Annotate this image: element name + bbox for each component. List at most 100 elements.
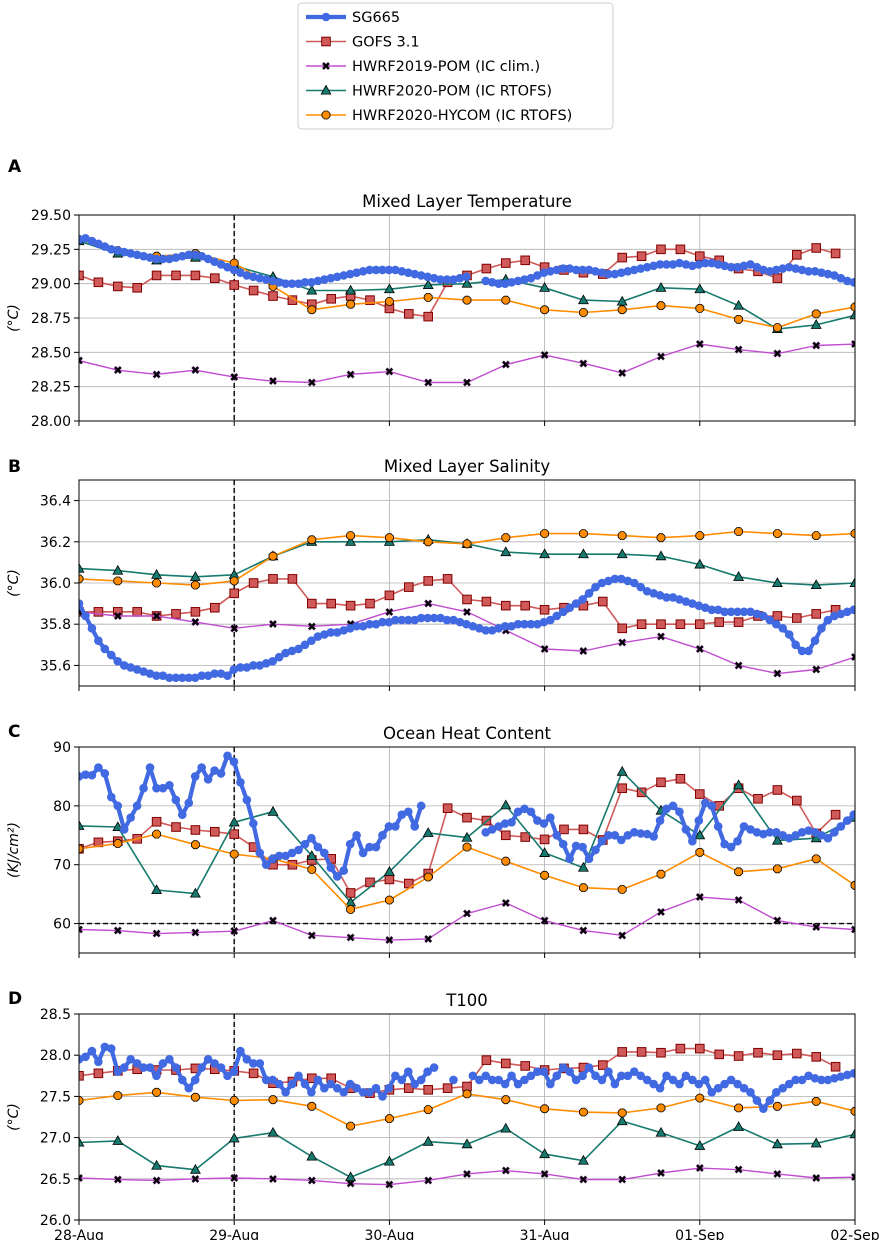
data-point-h19: ✖ (191, 1173, 200, 1186)
data-point-sg (533, 619, 542, 629)
data-point-h19: ✖ (501, 897, 510, 910)
data-point-h19: ✖ (191, 364, 200, 377)
data-point-h19: ✖ (385, 366, 394, 379)
plot-frame (78, 746, 856, 954)
data-point-sg (875, 251, 884, 260)
data-point-sg (410, 615, 420, 625)
data-point-sg (287, 279, 297, 288)
legend-label-h20h: HWRF2020-HYCOM (IC RTOFS) (352, 108, 572, 124)
data-point-h19: ✖ (695, 1162, 704, 1175)
data-point-h20p (189, 887, 201, 898)
data-point-sg (520, 804, 529, 814)
data-point-gofs (93, 1068, 104, 1079)
data-point-gofs (520, 832, 531, 842)
series-h20h (79, 527, 855, 590)
data-point-sg (700, 1075, 710, 1085)
panel-title: Mixed Layer Salinity (384, 457, 550, 476)
data-point-h19: ✖ (424, 377, 433, 390)
data-point-sg (571, 265, 581, 275)
data-point-sg (326, 628, 336, 637)
data-point-sg (255, 661, 265, 670)
data-point-sg (681, 597, 691, 606)
data-point-gofs (656, 1047, 666, 1058)
data-point-h19: ✖ (462, 908, 471, 921)
data-point-sg (700, 603, 710, 613)
y-tick-label: 28.50 (31, 345, 71, 361)
data-point-gofs (384, 874, 395, 885)
data-point-sg (178, 1075, 187, 1085)
data-point-sg (474, 624, 484, 633)
data-point-sg (817, 830, 826, 840)
data-point-gofs (132, 607, 142, 617)
data-point-sg (158, 671, 168, 680)
data-point-sg (526, 273, 536, 283)
data-point-sg (759, 1104, 768, 1114)
data-point-sg (242, 663, 252, 672)
data-point-sg (500, 279, 510, 288)
data-point-h19: ✖ (773, 668, 782, 681)
data-point-sg (526, 619, 536, 629)
data-point-sg (765, 615, 775, 625)
data-point-sg (526, 807, 536, 817)
data-point-sg (797, 1075, 807, 1085)
data-point-h20h (734, 1103, 743, 1113)
data-point-gofs (636, 1047, 647, 1057)
data-point-h20h (190, 1092, 200, 1102)
data-point-h19: ✖ (734, 659, 743, 672)
data-point-h20h (579, 883, 588, 892)
data-point-sg (365, 1087, 374, 1097)
series-sg (79, 751, 855, 881)
legend-label-h20p: HWRF2020-POM (IC RTOFS) (352, 84, 552, 100)
y-tick-label: 26.5 (40, 1172, 71, 1188)
data-point-sg (261, 275, 271, 284)
data-point-sg (655, 260, 665, 269)
data-point-sg (500, 621, 510, 631)
data-point-h19: ✖ (152, 928, 161, 941)
data-point-sg (281, 279, 290, 288)
data-point-sg (668, 1075, 678, 1085)
data-point-sg (688, 599, 697, 608)
data-point-h20h (268, 551, 278, 561)
data-point-h20p (616, 1115, 628, 1126)
data-point-sg (313, 1075, 323, 1085)
series-line-gofs (79, 777, 837, 894)
data-point-h20p (383, 1155, 395, 1166)
data-point-h19: ✖ (501, 1165, 510, 1178)
data-point-sg (507, 277, 516, 287)
data-point-sg (752, 1096, 762, 1105)
data-point-sg (539, 819, 549, 828)
data-point-gofs (93, 277, 104, 288)
data-point-sg (190, 250, 200, 260)
data-point-h19: ✖ (230, 371, 239, 384)
data-point-sg (675, 595, 684, 604)
data-point-gofs (190, 607, 201, 617)
data-point-h20h (734, 314, 743, 324)
data-point-sg (287, 848, 297, 858)
data-point-h19: ✖ (385, 606, 394, 619)
data-point-sg (190, 1075, 200, 1085)
data-point-sg (403, 615, 413, 625)
data-point-gofs (481, 263, 492, 274)
data-point-sg (326, 863, 336, 872)
data-point-sg (139, 783, 148, 793)
data-point-sg (139, 667, 148, 676)
data-point-sg (126, 813, 135, 822)
data-point-h19: ✖ (74, 1172, 83, 1185)
data-point-gofs (229, 280, 239, 290)
data-point-sg (184, 798, 194, 808)
data-point-sg (397, 615, 407, 625)
data-point-h20h (656, 301, 666, 311)
data-point-sg (255, 848, 265, 858)
data-point-h20p (383, 865, 395, 876)
data-point-h20p (616, 765, 628, 776)
data-point-h20h (152, 829, 162, 839)
data-point-h19: ✖ (812, 339, 821, 352)
series-sg (79, 1042, 855, 1114)
data-point-h19: ✖ (462, 1168, 471, 1181)
data-point-sg (597, 836, 607, 846)
data-point-gofs (636, 619, 647, 630)
data-point-sg (365, 842, 374, 852)
data-point-sg (746, 1087, 755, 1097)
data-point-h20p (306, 850, 318, 860)
data-point-h19: ✖ (618, 367, 627, 380)
